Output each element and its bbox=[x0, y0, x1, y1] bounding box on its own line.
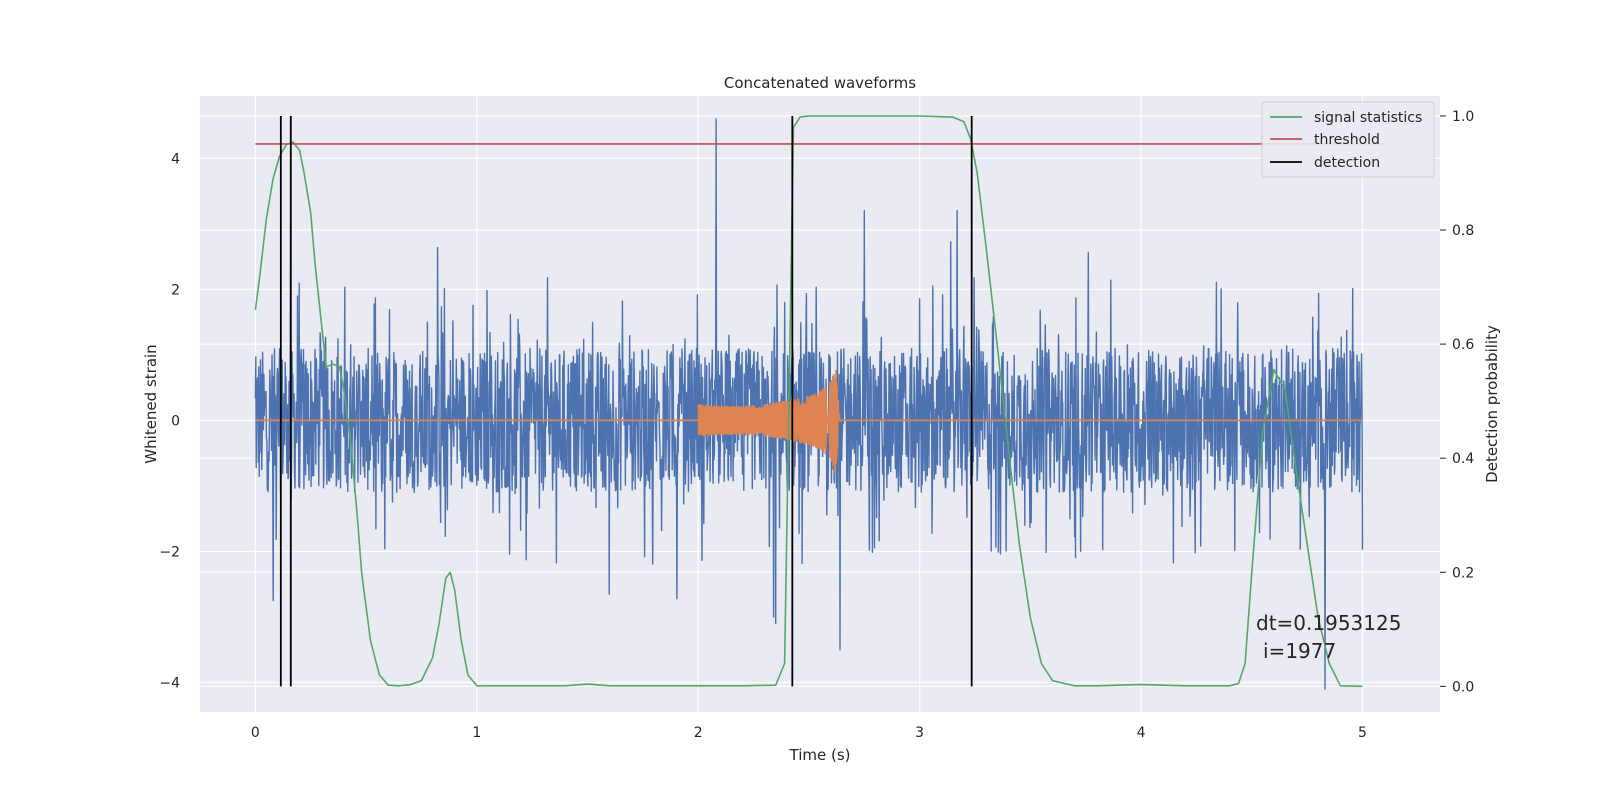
y-tick-label-right: 0.6 bbox=[1452, 337, 1474, 353]
y-axis-label-left: Whitened strain bbox=[142, 344, 160, 463]
x-tick-label: 1 bbox=[472, 725, 481, 741]
annotation: dt=0.1953125 i=1977 bbox=[1256, 611, 1401, 663]
x-tick-label: 2 bbox=[694, 725, 703, 741]
grid-lines bbox=[200, 96, 1440, 712]
y-tick-label-right: 0.0 bbox=[1452, 679, 1474, 695]
y-tick-label-right: 0.8 bbox=[1452, 223, 1474, 239]
y-tick-label-left: 2 bbox=[171, 282, 180, 298]
x-axis-label: Time (s) bbox=[789, 746, 851, 764]
y-tick-label-left: 4 bbox=[171, 151, 180, 167]
y-axis-label-right: Detection probability bbox=[1483, 325, 1501, 483]
injected-waveform-layer bbox=[255, 369, 1363, 475]
legend-label-signal-statistics: signal statistics bbox=[1314, 110, 1422, 126]
injected-waveform-line bbox=[697, 369, 843, 475]
legend: signal statistics threshold detection bbox=[1261, 101, 1435, 178]
y-tick-label-right: 0.2 bbox=[1452, 565, 1474, 581]
y-tick-label-left: −4 bbox=[159, 676, 180, 692]
x-tick-label: 0 bbox=[251, 725, 260, 741]
annotation-line-2: i=1977 bbox=[1263, 639, 1336, 663]
legend-box bbox=[1261, 101, 1435, 178]
series-line-signal-statistics bbox=[254, 115, 1363, 688]
x-tick-label: 4 bbox=[1137, 725, 1146, 741]
whitened-strain-layer bbox=[254, 118, 1364, 690]
series-layer bbox=[254, 115, 1385, 688]
chart-title: Concatenated waveforms bbox=[724, 74, 916, 92]
legend-label-threshold: threshold bbox=[1314, 132, 1380, 148]
annotation-line-1: dt=0.1953125 bbox=[1256, 611, 1401, 635]
y-tick-label-left: −2 bbox=[159, 544, 180, 560]
y-tick-label-right: 1.0 bbox=[1452, 109, 1474, 125]
tick-labels: 0 1 2 3 4 5 −4 −2 0 2 4 0.0 0.2 0.4 0.6 0.8 1.0 bbox=[159, 109, 1474, 741]
whitened-strain-line bbox=[254, 118, 1364, 690]
detection-layer bbox=[279, 115, 973, 687]
y-tick-label-right: 0.4 bbox=[1452, 451, 1474, 467]
legend-label-detection: detection bbox=[1314, 155, 1380, 171]
x-tick-label: 3 bbox=[915, 725, 924, 741]
x-tick-label: 5 bbox=[1358, 725, 1367, 741]
y-tick-label-left: 0 bbox=[171, 413, 180, 429]
